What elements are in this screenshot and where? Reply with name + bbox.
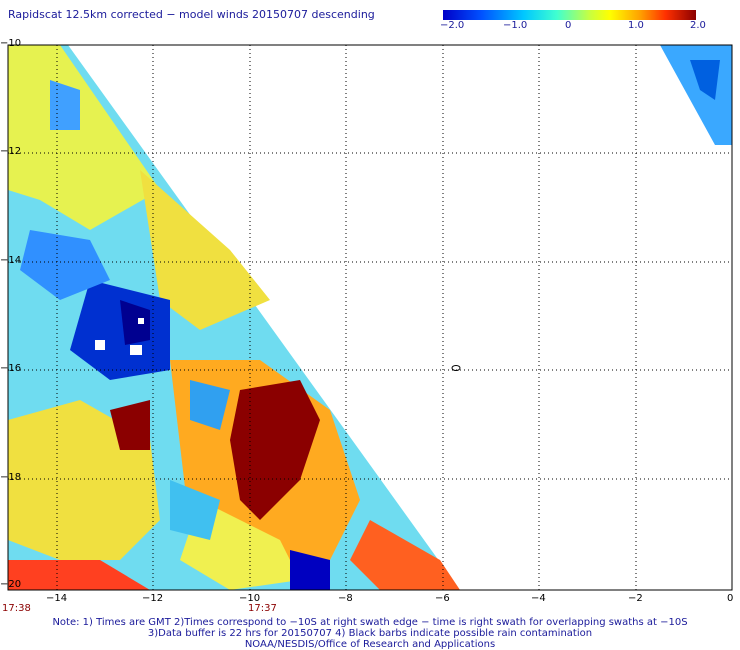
lon-label: −8 [338,593,353,604]
lon-label: −6 [435,593,450,604]
lat-label: −16 [0,363,22,374]
lat-label: −12 [0,146,22,157]
island-outline [451,365,461,371]
colorbar [443,10,696,20]
lat-label: −14 [0,255,22,266]
chart-title: Rapidscat 12.5km corrected − model winds… [8,8,375,21]
time-label: 17:37 [248,603,277,614]
lat-label: −18 [0,472,22,483]
lat-label: −10 [0,38,22,49]
lon-label: −12 [142,593,164,604]
plot-frame [7,44,733,591]
lat-lon-grid [8,45,732,590]
note-line: Note: 1) Times are GMT 2)Times correspon… [52,617,688,628]
colorbar-tick: 0 [565,20,572,31]
colorbar-tick: −2.0 [440,20,465,31]
colorbar-tick: 1.0 [628,20,644,31]
credit-line: NOAA/NESDIS/Office of Research and Appli… [244,639,496,650]
lon-label: −2 [628,593,643,604]
lon-label: −4 [531,593,546,604]
wind-difference-field [8,45,732,590]
note-line: 3)Data buffer is 22 hrs for 20150707 4) … [147,628,593,639]
time-label: 17:38 [2,603,31,614]
lat-label: −20 [0,579,22,590]
colorbar-tick: −1.0 [503,20,528,31]
lon-label: −10 [239,593,261,604]
lon-label: −14 [46,593,68,604]
colorbar-tick: 2.0 [690,20,706,31]
lon-label: 0 [727,593,734,604]
